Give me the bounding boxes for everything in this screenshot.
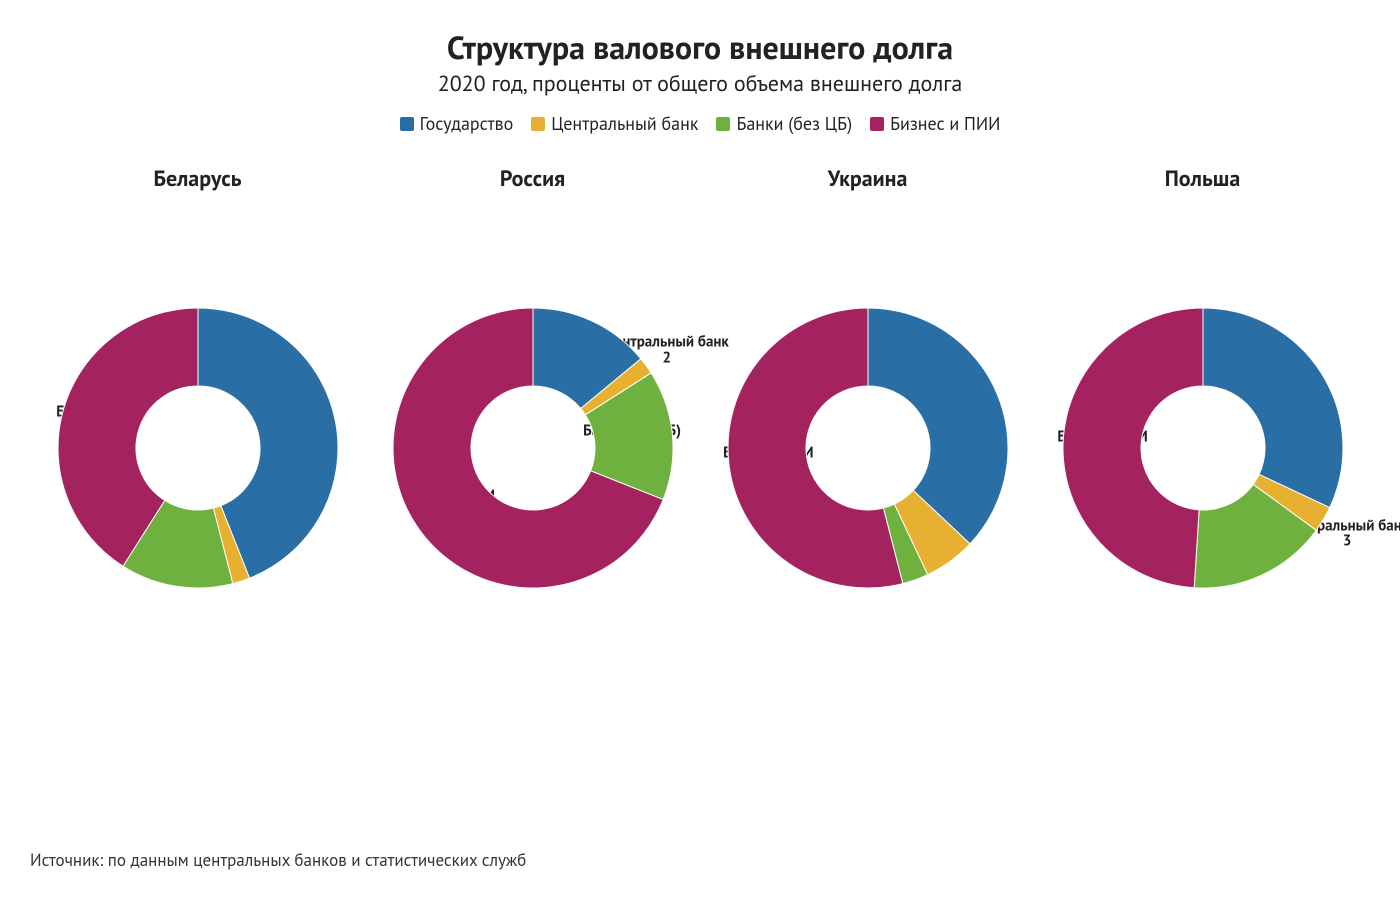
swatch-cb xyxy=(531,117,545,131)
donut: Государство14Центральный банк2Банки (без… xyxy=(368,203,698,703)
swatch-gov xyxy=(400,117,414,131)
legend-label-gov: Государство xyxy=(420,112,514,135)
legend-item-banks: Банки (без ЦБ) xyxy=(716,112,852,135)
legend-label-business: Бизнес и ПИИ xyxy=(890,112,1000,135)
chart-cell: Россия Государство14Центральный банк2Банк… xyxy=(365,165,700,703)
charts-row: Беларусь Государство44Центральный банк2Би… xyxy=(30,165,1370,703)
page-title: Структура валового внешнего долга xyxy=(30,26,1370,68)
legend-item-gov: Государство xyxy=(400,112,514,135)
slice-gov xyxy=(1203,308,1343,508)
source-note: Источник: по данным центральных банков и… xyxy=(30,849,526,871)
legend-item-cb: Центральный банк xyxy=(531,112,698,135)
donut: Государство44Центральный банк2Бизнес и П… xyxy=(33,203,363,703)
legend-label-banks: Банки (без ЦБ) xyxy=(736,112,852,135)
donut: Государство32Центральный банк3Банки (без… xyxy=(1038,203,1368,703)
chart-cell: Украина Государство37Центральный банк6Биз… xyxy=(700,165,1035,703)
chart-cell: Польша Государство32Центральный банк3Банк… xyxy=(1035,165,1370,703)
swatch-business xyxy=(870,117,884,131)
chart-title: Россия xyxy=(365,165,700,193)
donut: Государство37Центральный банк6Бизнес и П… xyxy=(703,203,1033,703)
chart-title: Беларусь xyxy=(30,165,365,193)
chart-cell: Беларусь Государство44Центральный банк2Би… xyxy=(30,165,365,703)
swatch-banks xyxy=(716,117,730,131)
slice-business xyxy=(1062,308,1202,588)
legend: Государство Центральный банк Банки (без … xyxy=(30,112,1370,135)
legend-item-business: Бизнес и ПИИ xyxy=(870,112,1000,135)
page-subtitle: 2020 год, проценты от общего объема внеш… xyxy=(30,70,1370,98)
chart-title: Украина xyxy=(700,165,1035,193)
legend-label-cb: Центральный банк xyxy=(551,112,698,135)
chart-title: Польша xyxy=(1035,165,1370,193)
page: Структура валового внешнего долга 2020 г… xyxy=(0,0,1400,899)
